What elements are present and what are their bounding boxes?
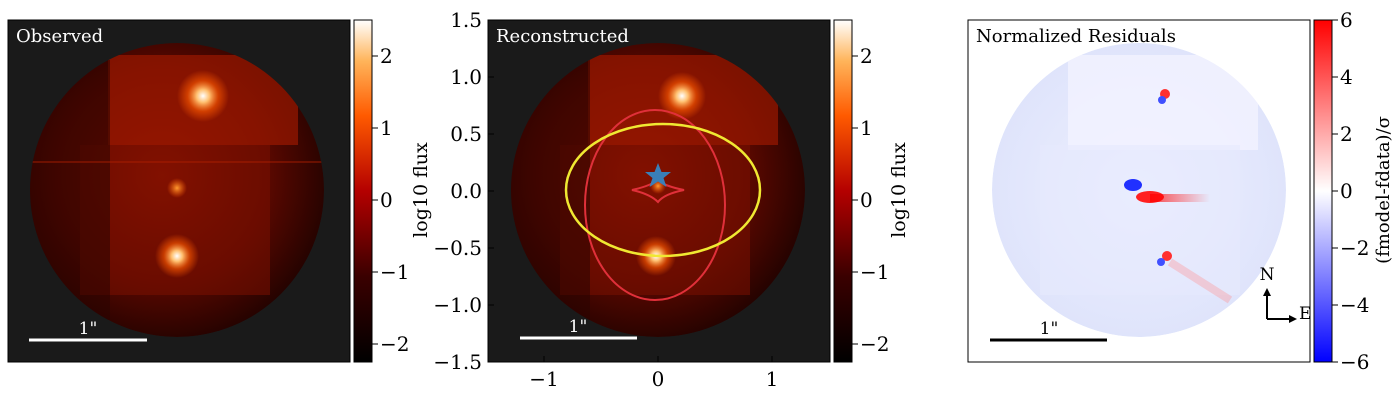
res-tick-m6: −6 <box>1340 350 1369 374</box>
reconstructed-colorbar-gradient <box>833 19 853 363</box>
residuals-scalebar-label: 1" <box>1040 319 1059 339</box>
flux2-tick-2: 2 <box>860 44 873 68</box>
res-tick-m4: −4 <box>1340 293 1369 317</box>
observed-image <box>30 43 324 337</box>
flux-tick-m2: −2 <box>380 332 409 356</box>
flux2-tick-m2: −2 <box>860 332 889 356</box>
flux-tick-0: 0 <box>380 188 393 212</box>
flux-tick-1: 1 <box>380 116 393 140</box>
y-tick-m1.0: −1.0 <box>433 293 482 317</box>
residual-colorbar-label: (fmodel-fdata)/σ <box>1373 116 1394 264</box>
res-tick-0: 0 <box>1340 179 1353 203</box>
res-tick-m2: −2 <box>1340 236 1369 260</box>
res-tick-2: 2 <box>1340 122 1353 146</box>
x-tick-m1: −1 <box>529 367 558 391</box>
res-tick-4: 4 <box>1340 65 1353 89</box>
residual-colorbar-gradient <box>1313 19 1333 363</box>
critical-curve <box>564 122 762 258</box>
compass-east-label: E <box>1299 304 1311 324</box>
flux2-tick-m1: −1 <box>860 260 889 284</box>
residuals-title: Normalized Residuals <box>976 26 1176 47</box>
flux2-tick-1: 1 <box>860 116 873 140</box>
y-tick-0.5: 0.5 <box>450 122 482 146</box>
residual-colorbar: 6 4 2 0 −2 −4 −6 (fmodel-fdata)/σ <box>1313 8 1394 374</box>
observed-title: Observed <box>16 26 103 47</box>
flux2-tick-0: 0 <box>860 188 873 212</box>
residuals-frame <box>967 19 1311 363</box>
y-tick-m0.5: −0.5 <box>433 236 482 260</box>
y-axis: 1.5 1.0 0.5 0.0 −0.5 −1.0 −1.5 <box>433 8 494 374</box>
y-tick-m1.5: −1.5 <box>433 350 482 374</box>
residuals-image <box>992 43 1286 337</box>
x-axis: −1 0 1 <box>529 356 778 391</box>
observed-colorbar: 2 1 0 −1 −2 log10 flux <box>353 19 432 363</box>
res-tick-6: 6 <box>1340 8 1353 32</box>
flux-tick-m1: −1 <box>380 260 409 284</box>
flux-tick-2: 2 <box>380 44 393 68</box>
y-tick-1.5: 1.5 <box>450 8 482 32</box>
observed-frame <box>7 19 351 363</box>
compass-north-label: N <box>1260 265 1275 285</box>
reconstructed-panel: Reconstructed 1" 1.5 1.0 0.5 0.0 −0.5 −1… <box>433 8 831 391</box>
x-tick-1: 1 <box>766 367 779 391</box>
east-arrowhead-icon <box>1289 315 1297 323</box>
observed-panel: Observed 1" <box>7 19 351 363</box>
caustic-curve <box>584 109 726 301</box>
observed-colorbar-gradient <box>353 19 373 363</box>
north-arrowhead-icon <box>1263 288 1271 296</box>
observed-scalebar-label: 1" <box>79 319 98 339</box>
reconstructed-title: Reconstructed <box>496 26 629 47</box>
y-tick-0.0: 0.0 <box>450 179 482 203</box>
y-tick-1.0: 1.0 <box>450 65 482 89</box>
reconstructed-colorbar: 2 1 0 −1 −2 log10 flux <box>833 19 910 363</box>
x-tick-0: 0 <box>652 367 665 391</box>
reconstructed-colorbar-label: log10 flux <box>888 142 910 238</box>
observed-colorbar-label: log10 flux <box>410 142 432 238</box>
source-position-star-icon <box>645 163 671 187</box>
compass: N E <box>1260 265 1312 324</box>
residuals-panel: Normalized Residuals 1" N E <box>967 19 1312 363</box>
reconstructed-scalebar-label: 1" <box>569 317 588 337</box>
